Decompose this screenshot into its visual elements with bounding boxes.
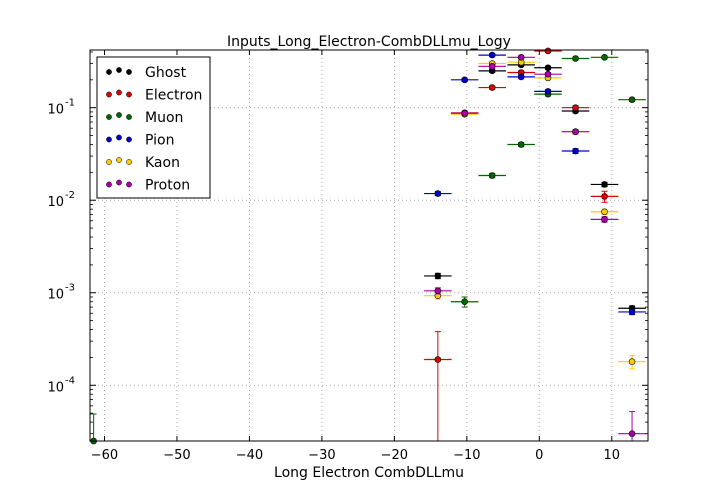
series-electron xyxy=(424,47,619,441)
y-tick-label: 10 xyxy=(47,103,64,118)
legend-entry-pion: Pion xyxy=(145,133,174,149)
chart-title: Inputs_Long_Electron-CombDLLmu_Logy xyxy=(227,34,511,50)
x-tick-label: −40 xyxy=(236,448,263,463)
data-point xyxy=(572,128,579,136)
data-point xyxy=(544,88,552,95)
data-point xyxy=(488,84,496,91)
data-point xyxy=(434,190,442,197)
legend-entry-muon: Muon xyxy=(145,110,183,126)
series-proton xyxy=(424,54,646,441)
legend-marker xyxy=(106,114,112,120)
data-point xyxy=(601,181,608,188)
data-point xyxy=(517,54,525,61)
data-point xyxy=(461,76,468,84)
data-point xyxy=(461,298,468,306)
data-point xyxy=(488,172,496,179)
legend-marker xyxy=(106,181,112,188)
legend-marker xyxy=(126,159,132,165)
x-axis-ticks: −60 −50 −40 −30 −20 −10 0 10 xyxy=(91,50,620,463)
legend-box xyxy=(96,56,211,199)
data-point xyxy=(544,64,552,72)
series-pion xyxy=(424,51,646,316)
data-point xyxy=(434,356,442,363)
data-point xyxy=(601,54,608,61)
legend-marker xyxy=(126,69,132,75)
legend-entry-kaon: Kaon xyxy=(145,155,180,171)
data-point xyxy=(628,430,636,437)
legend-marker xyxy=(116,112,122,118)
data-point xyxy=(601,193,608,200)
y-tick-exponent: -1 xyxy=(65,98,75,109)
x-axis-label: Long Electron CombDLLmu xyxy=(274,465,464,481)
data-point xyxy=(572,147,579,155)
data-marks xyxy=(90,47,646,445)
legend: Ghost Electron Muon Pion Kaon Proton xyxy=(96,56,211,199)
legend-marker xyxy=(106,91,112,98)
series-ghost xyxy=(424,61,646,312)
x-tick-label: −50 xyxy=(163,448,190,463)
legend-marker xyxy=(106,136,112,143)
series-kaon xyxy=(424,58,646,370)
data-point xyxy=(628,96,636,103)
data-point xyxy=(517,141,525,148)
legend-marker xyxy=(106,69,112,75)
y-tick-label: 10 xyxy=(47,288,64,303)
legend-marker xyxy=(126,181,132,188)
x-tick-label: −10 xyxy=(453,448,480,463)
legend-marker xyxy=(116,89,122,96)
data-point xyxy=(434,272,442,280)
plot-frame xyxy=(89,49,649,442)
series-muon xyxy=(90,54,646,445)
y-tick-exponent: -3 xyxy=(65,283,75,294)
legend-entry-ghost: Ghost xyxy=(145,65,187,81)
data-point xyxy=(434,287,442,295)
data-point xyxy=(572,104,579,111)
legend-marker xyxy=(116,67,122,73)
legend-marker xyxy=(126,136,132,143)
data-point xyxy=(544,47,552,55)
data-point xyxy=(517,73,525,81)
data-point xyxy=(601,208,608,216)
data-point xyxy=(572,55,579,62)
y-tick-label: 10 xyxy=(47,195,64,210)
legend-marker xyxy=(106,159,112,165)
legend-marker xyxy=(116,134,122,141)
data-point xyxy=(488,62,496,70)
legend-marker xyxy=(126,114,132,120)
data-point xyxy=(601,216,608,223)
data-point xyxy=(628,358,636,365)
legend-entry-proton: Proton xyxy=(145,178,190,194)
y-tick-exponent: -2 xyxy=(65,190,75,201)
data-point xyxy=(461,109,468,117)
data-point xyxy=(544,70,552,78)
x-tick-label: 0 xyxy=(535,448,543,463)
y-tick-exponent: -4 xyxy=(65,375,75,386)
legend-marker xyxy=(116,179,122,186)
y-axis-ticks: 10-110-210-310-4 xyxy=(47,51,648,435)
legend-marker xyxy=(116,157,122,163)
data-point xyxy=(488,51,496,59)
x-tick-label: −30 xyxy=(308,448,335,463)
legend-entry-electron: Electron xyxy=(145,88,202,104)
x-tick-label: −60 xyxy=(91,448,118,463)
x-tick-label: 10 xyxy=(603,448,620,463)
legend-marker xyxy=(126,91,132,98)
data-point xyxy=(628,308,636,316)
y-tick-label: 10 xyxy=(47,380,64,395)
x-tick-label: −20 xyxy=(381,448,408,463)
